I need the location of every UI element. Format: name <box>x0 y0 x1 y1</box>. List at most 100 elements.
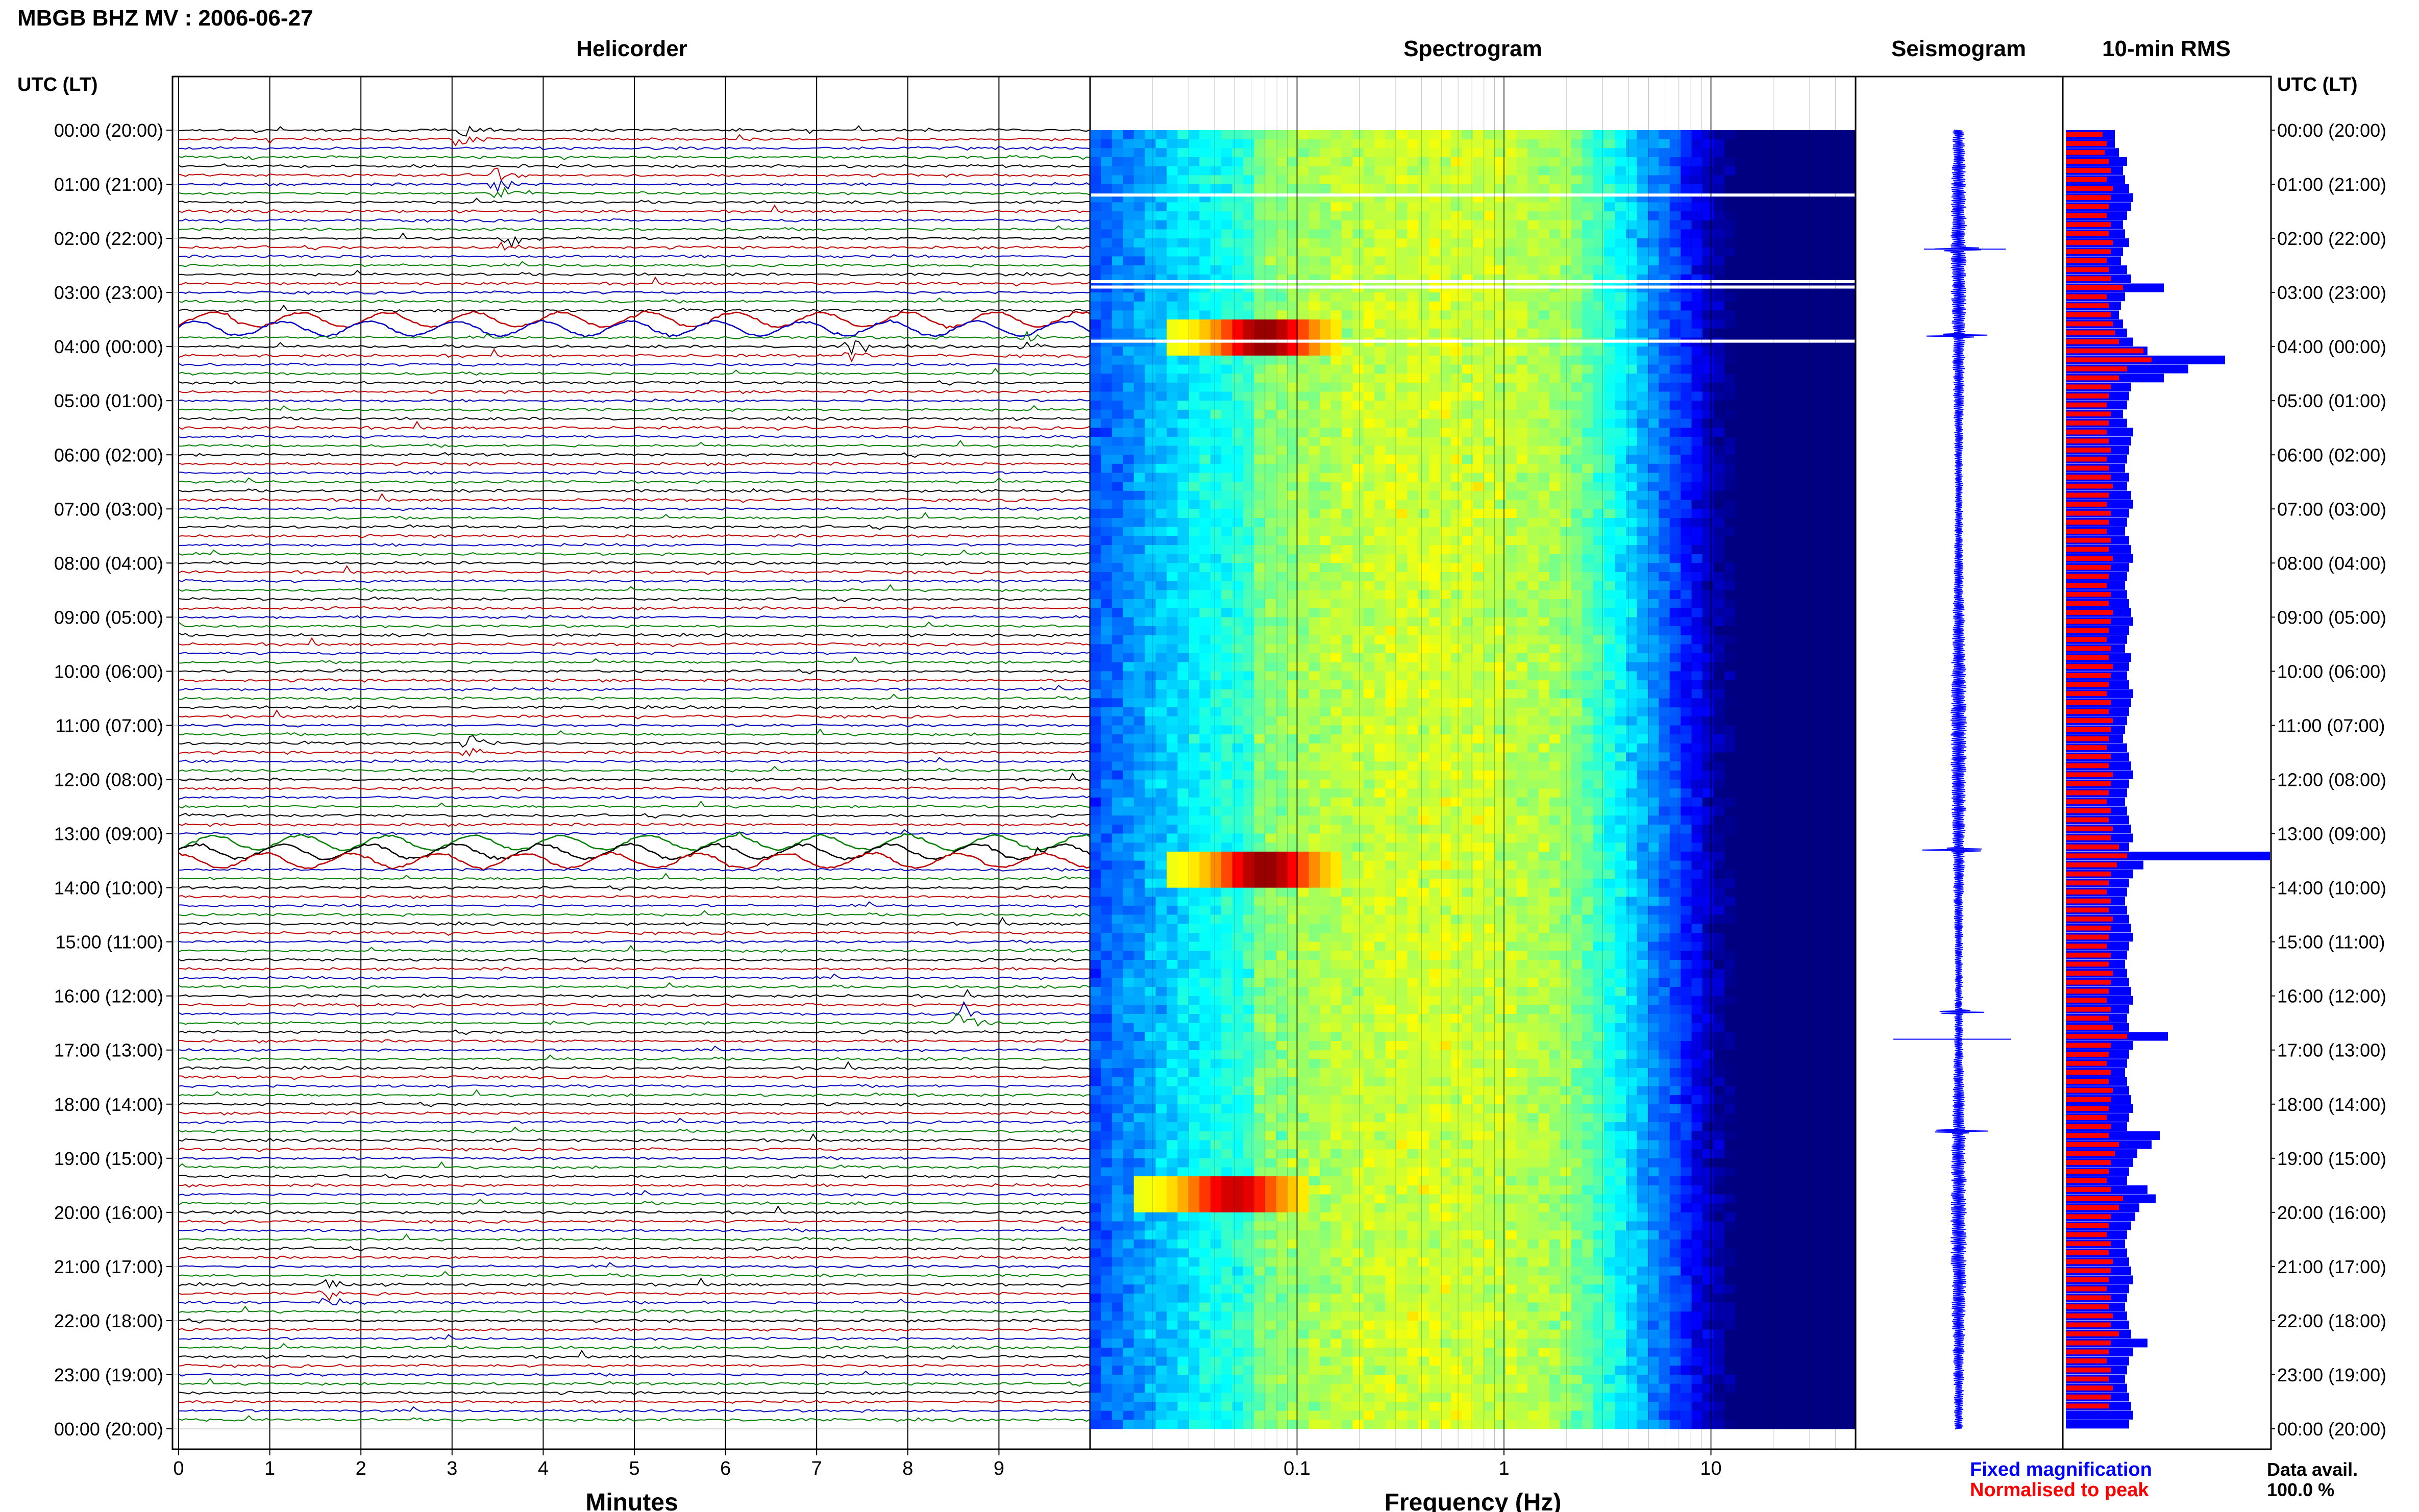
spectrogram-cell <box>1724 635 1736 645</box>
spectrogram-cell <box>1834 418 1845 428</box>
spectrogram-cell <box>1647 518 1659 528</box>
spectrogram-cell <box>1133 545 1145 555</box>
spectrogram-cell <box>1199 139 1211 148</box>
spectrogram-cell <box>1822 130 1834 140</box>
spectrogram-cell <box>1101 292 1113 302</box>
spectrogram-cell <box>1834 725 1845 735</box>
spectrogram-cell <box>1604 545 1616 555</box>
spectrogram-cell <box>1735 374 1747 383</box>
spectrogram-cell <box>1659 328 1670 338</box>
spectrogram-cell <box>1101 490 1113 501</box>
spectrogram-cell <box>1779 418 1790 428</box>
spectrogram-cell <box>1199 265 1211 275</box>
spectrogram-cell <box>1822 436 1834 447</box>
spectrogram-cell <box>1462 608 1473 617</box>
spectrogram-cell <box>1538 202 1550 212</box>
spectrogram-cell <box>1527 482 1539 491</box>
spectrogram-cell <box>1112 455 1123 464</box>
spectrogram-cell <box>1429 463 1441 474</box>
spectrogram-cell <box>1188 545 1200 555</box>
spectrogram-cell <box>1844 455 1856 464</box>
spectrogram-cell <box>1615 473 1626 482</box>
spectrogram-cell <box>1298 707 1310 717</box>
spectrogram-cell <box>1560 653 1572 663</box>
spectrogram-cell <box>1681 482 1692 491</box>
spectrogram-cell <box>1516 346 1528 356</box>
spectrogram-cell <box>1320 509 1331 518</box>
spectrogram-cell <box>1101 644 1113 654</box>
spectrogram-cell <box>1396 382 1408 392</box>
spectrogram-cell <box>1812 545 1823 555</box>
spectrogram-cell <box>1505 463 1517 474</box>
spectrogram-cell <box>1822 238 1834 248</box>
spectrogram-cell <box>1844 662 1856 672</box>
spectrogram-cell <box>1505 175 1517 185</box>
spectrogram-cell <box>1320 374 1331 383</box>
helicorder-trace <box>178 1001 1091 1018</box>
spectrogram-cell <box>1757 428 1769 437</box>
spectrogram-cell <box>1112 680 1123 690</box>
spectrogram-cell <box>1527 463 1539 474</box>
spectrogram-cell <box>1538 310 1550 320</box>
spectrogram-cell <box>1254 382 1266 392</box>
spectrogram-cell <box>1210 509 1222 518</box>
spectrogram-cell <box>1549 202 1561 212</box>
spectrogram-cell <box>1505 527 1517 536</box>
spectrogram-cell <box>1779 382 1790 392</box>
helicorder-trace <box>178 757 1091 764</box>
spectrogram-cell <box>1659 473 1670 482</box>
spectrogram-cell <box>1768 202 1780 212</box>
spectrogram-cell <box>1527 599 1539 609</box>
spectrogram-cell <box>1155 463 1167 474</box>
spectrogram-cell <box>1276 346 1288 356</box>
spectrogram-cell <box>1768 211 1780 221</box>
spectrogram-cell <box>1822 554 1834 563</box>
spectrogram-cell <box>1210 247 1222 257</box>
spectrogram-cell <box>1505 689 1517 699</box>
spectrogram-cell <box>1462 509 1473 518</box>
helicorder-trace <box>178 1161 1091 1170</box>
spectrogram-cell <box>1812 374 1823 383</box>
spectrogram-cell <box>1779 256 1790 266</box>
spectrogram-cell <box>1516 374 1528 383</box>
spectrogram-cell <box>1112 148 1123 158</box>
spectrogram-cell <box>1582 572 1594 582</box>
spectrogram-cell <box>1199 554 1211 563</box>
spectrogram-cell <box>1133 455 1145 464</box>
spectrogram-cell <box>1527 644 1539 654</box>
spectrogram-cell <box>1090 608 1101 617</box>
spectrogram-cell <box>1352 662 1364 672</box>
spectrogram-cell <box>1593 455 1605 464</box>
spectrogram-cell <box>1494 211 1506 221</box>
spectrogram-cell <box>1637 364 1648 374</box>
spectrogram-cell <box>1681 184 1692 194</box>
spectrogram-cell <box>1800 599 1812 609</box>
spectrogram-cell <box>1155 725 1167 735</box>
spectrogram-cell <box>1647 689 1659 699</box>
spectrogram-cell <box>1123 247 1134 257</box>
spectrogram-cell <box>1330 374 1342 383</box>
spectrogram-cell <box>1735 382 1747 392</box>
spectrogram-cell <box>1473 382 1484 392</box>
spectrogram-cell <box>1516 428 1528 437</box>
spectrogram-cell <box>1757 590 1769 600</box>
spectrogram-cell <box>1538 518 1550 528</box>
spectrogram-cell <box>1549 139 1561 148</box>
spectrogram-cell <box>1746 319 1758 329</box>
spectrogram-cell <box>1440 671 1451 681</box>
spectrogram-cell <box>1363 680 1375 690</box>
spectrogram-cell <box>1702 662 1714 672</box>
helicorder-trace <box>178 218 1091 224</box>
spectrogram-cell <box>1363 545 1375 555</box>
spectrogram-cell <box>1440 662 1451 672</box>
spectrogram-cell <box>1276 445 1288 455</box>
spectrogram-cell <box>1429 229 1441 239</box>
spectrogram-cell <box>1604 184 1616 194</box>
spectrogram-cell <box>1101 545 1113 555</box>
spectrogram-cell <box>1713 599 1725 609</box>
spectrogram-cell <box>1702 644 1714 654</box>
spectrogram-cell <box>1473 545 1484 555</box>
spectrogram-cell <box>1834 500 1845 509</box>
spectrogram-cell <box>1812 581 1823 590</box>
